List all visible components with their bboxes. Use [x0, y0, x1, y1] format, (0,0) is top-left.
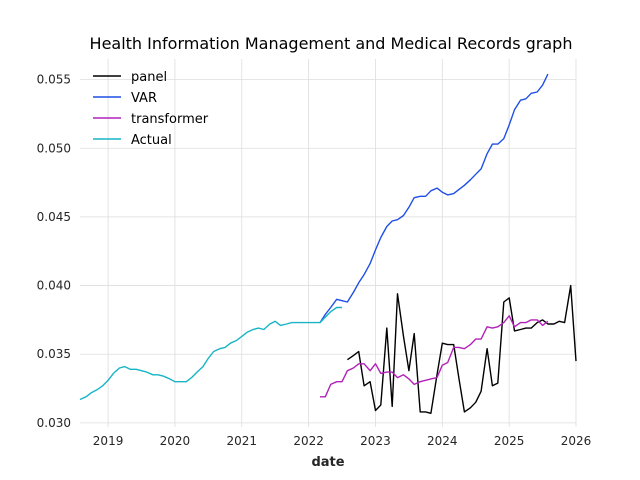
- y-tick-label: 0.050: [37, 141, 71, 155]
- y-tick-label: 0.030: [37, 416, 71, 430]
- y-tick-label: 0.040: [37, 279, 71, 293]
- grid: [80, 59, 577, 427]
- y-tick-label: 0.045: [37, 210, 71, 224]
- legend-label: panel: [131, 70, 167, 85]
- series-line-panel: [347, 284, 577, 414]
- legend-label: transformer: [131, 112, 209, 127]
- x-tick-label: 2019: [93, 434, 124, 448]
- legend-label: Actual: [131, 133, 172, 148]
- series-group: [79, 73, 577, 414]
- y-tick-label: 0.055: [37, 73, 71, 87]
- x-tick-label: 2025: [494, 434, 525, 448]
- series-line-transformer: [320, 315, 549, 398]
- x-tick-label: 2022: [293, 434, 324, 448]
- y-axis-ticks: 0.030 0.035 0.040 0.045 0.050 0.055: [37, 73, 71, 430]
- series-line-var: [319, 73, 549, 323]
- y-tick-label: 0.035: [37, 347, 71, 361]
- x-axis-label: date: [311, 455, 344, 470]
- chart-title: Health Information Management and Medica…: [90, 34, 573, 53]
- legend: panel VAR transformer Actual: [93, 70, 209, 148]
- x-tick-label: 2026: [561, 434, 592, 448]
- series-line-actual: [79, 306, 342, 401]
- x-tick-label: 2024: [427, 434, 458, 448]
- x-tick-label: 2021: [226, 434, 257, 448]
- x-tick-label: 2023: [360, 434, 391, 448]
- x-axis-ticks: 2019 2020 2021 2022 2023 2024 2025 2026: [93, 434, 591, 448]
- x-tick-label: 2020: [160, 434, 191, 448]
- legend-label: VAR: [131, 91, 157, 106]
